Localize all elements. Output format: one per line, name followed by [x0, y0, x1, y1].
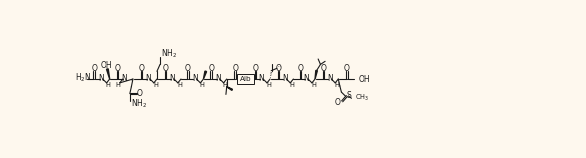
- Text: H: H: [334, 82, 339, 88]
- Text: O: O: [137, 89, 143, 98]
- Text: H: H: [199, 82, 205, 88]
- Text: CH$_3$: CH$_3$: [355, 93, 369, 103]
- Polygon shape: [107, 69, 110, 79]
- Text: N: N: [121, 74, 127, 83]
- Text: H: H: [116, 82, 121, 88]
- Text: O: O: [185, 64, 191, 73]
- Text: N: N: [258, 74, 264, 83]
- Text: N: N: [145, 74, 151, 83]
- Text: N: N: [304, 74, 309, 83]
- Text: H: H: [311, 82, 316, 88]
- Text: O: O: [253, 64, 258, 73]
- Text: O: O: [162, 64, 168, 73]
- Text: O: O: [232, 64, 238, 73]
- Text: N: N: [192, 74, 198, 83]
- Text: O: O: [321, 64, 326, 73]
- Text: OH: OH: [359, 75, 370, 84]
- Text: O: O: [344, 64, 350, 73]
- Text: O: O: [114, 64, 120, 73]
- Text: H: H: [153, 82, 158, 88]
- Text: H: H: [177, 82, 182, 88]
- Text: O: O: [297, 64, 304, 73]
- Text: N: N: [169, 74, 175, 83]
- Text: H: H: [105, 82, 111, 88]
- Text: O: O: [208, 64, 214, 73]
- Text: N: N: [98, 74, 104, 83]
- Polygon shape: [227, 87, 233, 90]
- Text: NH$_2$: NH$_2$: [161, 47, 177, 60]
- Text: N: N: [327, 74, 333, 83]
- Text: O: O: [138, 64, 144, 73]
- Text: ''': ''': [278, 65, 281, 70]
- Text: H: H: [289, 82, 294, 88]
- Text: O: O: [275, 64, 281, 73]
- Polygon shape: [315, 70, 318, 79]
- Text: H: H: [266, 82, 271, 88]
- Text: O: O: [335, 98, 340, 107]
- Text: H: H: [223, 82, 227, 88]
- Polygon shape: [203, 71, 207, 79]
- Text: '': '': [131, 78, 134, 83]
- Text: H$_2$N: H$_2$N: [75, 72, 91, 85]
- Text: Aib: Aib: [240, 76, 251, 82]
- Text: NH$_2$: NH$_2$: [131, 97, 146, 110]
- Text: N: N: [215, 74, 221, 83]
- Text: S: S: [347, 91, 352, 100]
- Text: OH: OH: [101, 61, 113, 70]
- FancyBboxPatch shape: [237, 74, 254, 84]
- Text: N: N: [282, 74, 288, 83]
- Text: O: O: [91, 64, 97, 73]
